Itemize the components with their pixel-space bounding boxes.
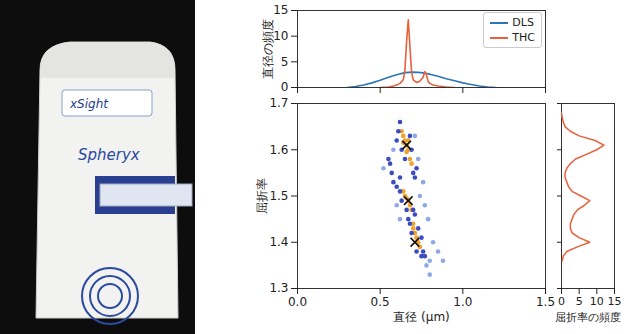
svg-text:0.5: 0.5 [371, 295, 390, 309]
svg-text:直径の頻度: 直径の頻度 [261, 19, 275, 79]
svg-text:0: 0 [558, 295, 565, 308]
svg-text:xSight: xSight [69, 97, 109, 111]
svg-text:5: 5 [576, 295, 583, 308]
svg-text:屈折率の頻度: 屈折率の頻度 [555, 311, 621, 324]
svg-text:1.6: 1.6 [269, 143, 288, 157]
html-text:DLS: DLS [512, 16, 534, 29]
svg-text:0: 0 [281, 80, 289, 94]
svg-text:5: 5 [281, 55, 289, 69]
svg-text:1.7: 1.7 [269, 96, 288, 110]
svg-text:10: 10 [590, 295, 604, 308]
html-text:THC: THC [512, 31, 535, 44]
svg-text:Spheryx: Spheryx [78, 146, 140, 164]
svg-text:10: 10 [273, 29, 288, 43]
svg-text:1.4: 1.4 [269, 235, 288, 249]
svg-text:屈折率: 屈折率 [255, 178, 269, 214]
svg-text:1.3: 1.3 [269, 281, 288, 295]
svg-text:1.0: 1.0 [453, 295, 472, 309]
svg-text:1.5: 1.5 [269, 189, 288, 203]
svg-text:0.0: 0.0 [288, 295, 307, 309]
svg-text:直径 (µm): 直径 (µm) [393, 310, 450, 324]
svg-text:15: 15 [608, 295, 622, 308]
svg-text:1.5: 1.5 [536, 295, 555, 309]
svg-text:15: 15 [273, 3, 288, 17]
